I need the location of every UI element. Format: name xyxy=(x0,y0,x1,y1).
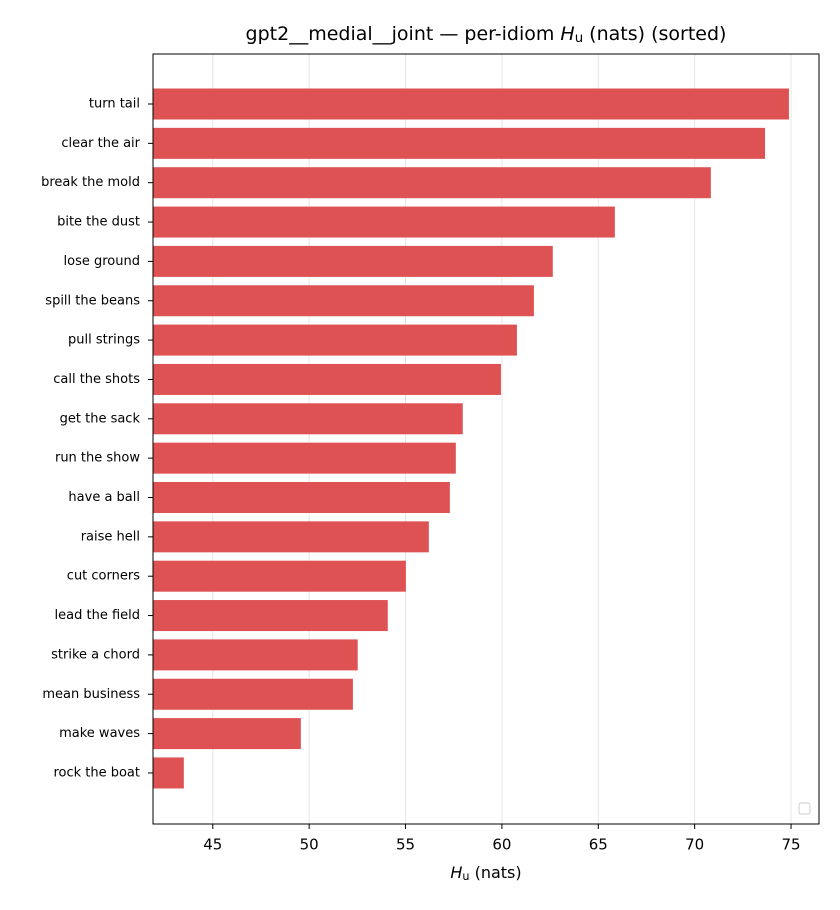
x-tick-label: 65 xyxy=(589,836,608,854)
bar xyxy=(153,285,534,317)
bar xyxy=(153,757,184,789)
bar xyxy=(153,167,711,199)
bar xyxy=(153,127,766,159)
y-tick-label: lose ground xyxy=(64,254,140,269)
y-tick-label: run the show xyxy=(55,451,140,466)
x-tick-label: 60 xyxy=(492,836,511,854)
y-tick-label: have a ball xyxy=(68,490,140,505)
y-tick-label: lead the field xyxy=(55,608,140,623)
bar xyxy=(153,560,406,592)
bar xyxy=(153,245,553,277)
y-tick-label: turn tail xyxy=(89,97,140,112)
y-tick-label: clear the air xyxy=(61,136,140,151)
axes-frame xyxy=(152,53,820,825)
bar xyxy=(153,442,456,474)
bar xyxy=(153,403,463,435)
x-tick-label: 55 xyxy=(396,836,415,854)
y-tick-label: make waves xyxy=(59,726,140,741)
y-tick-label: call the shots xyxy=(53,372,140,387)
y-tick-label: get the sack xyxy=(60,411,141,426)
bar xyxy=(153,678,353,710)
bar xyxy=(153,639,358,671)
bar xyxy=(153,718,301,750)
y-tick-label: mean business xyxy=(42,687,140,702)
y-tick-label: strike a chord xyxy=(51,647,140,662)
y-tick-label: break the mold xyxy=(41,175,140,190)
y-tick-label: pull strings xyxy=(68,333,140,348)
bar xyxy=(153,324,517,356)
y-tick-label: rock the boat xyxy=(53,765,140,780)
x-axis-label: Hu (nats) xyxy=(450,863,521,884)
x-tick-label: 45 xyxy=(203,836,222,854)
bar xyxy=(153,482,450,513)
y-tick-label: raise hell xyxy=(81,529,140,544)
y-tick-label: bite the dust xyxy=(57,215,140,230)
x-tick-label: 70 xyxy=(685,836,704,854)
bar xyxy=(153,363,501,395)
legend-box xyxy=(798,802,811,815)
chart-title: gpt2__medial__joint — per-idiom Hu (nats… xyxy=(246,23,727,47)
x-tick-label: 75 xyxy=(782,836,801,854)
y-tick-label: cut corners xyxy=(67,569,140,584)
y-tick-label: spill the beans xyxy=(45,293,140,308)
x-tick-label: 50 xyxy=(300,836,319,854)
bar xyxy=(153,600,388,632)
bar xyxy=(153,521,429,553)
bar xyxy=(153,206,615,238)
bar xyxy=(153,88,789,120)
